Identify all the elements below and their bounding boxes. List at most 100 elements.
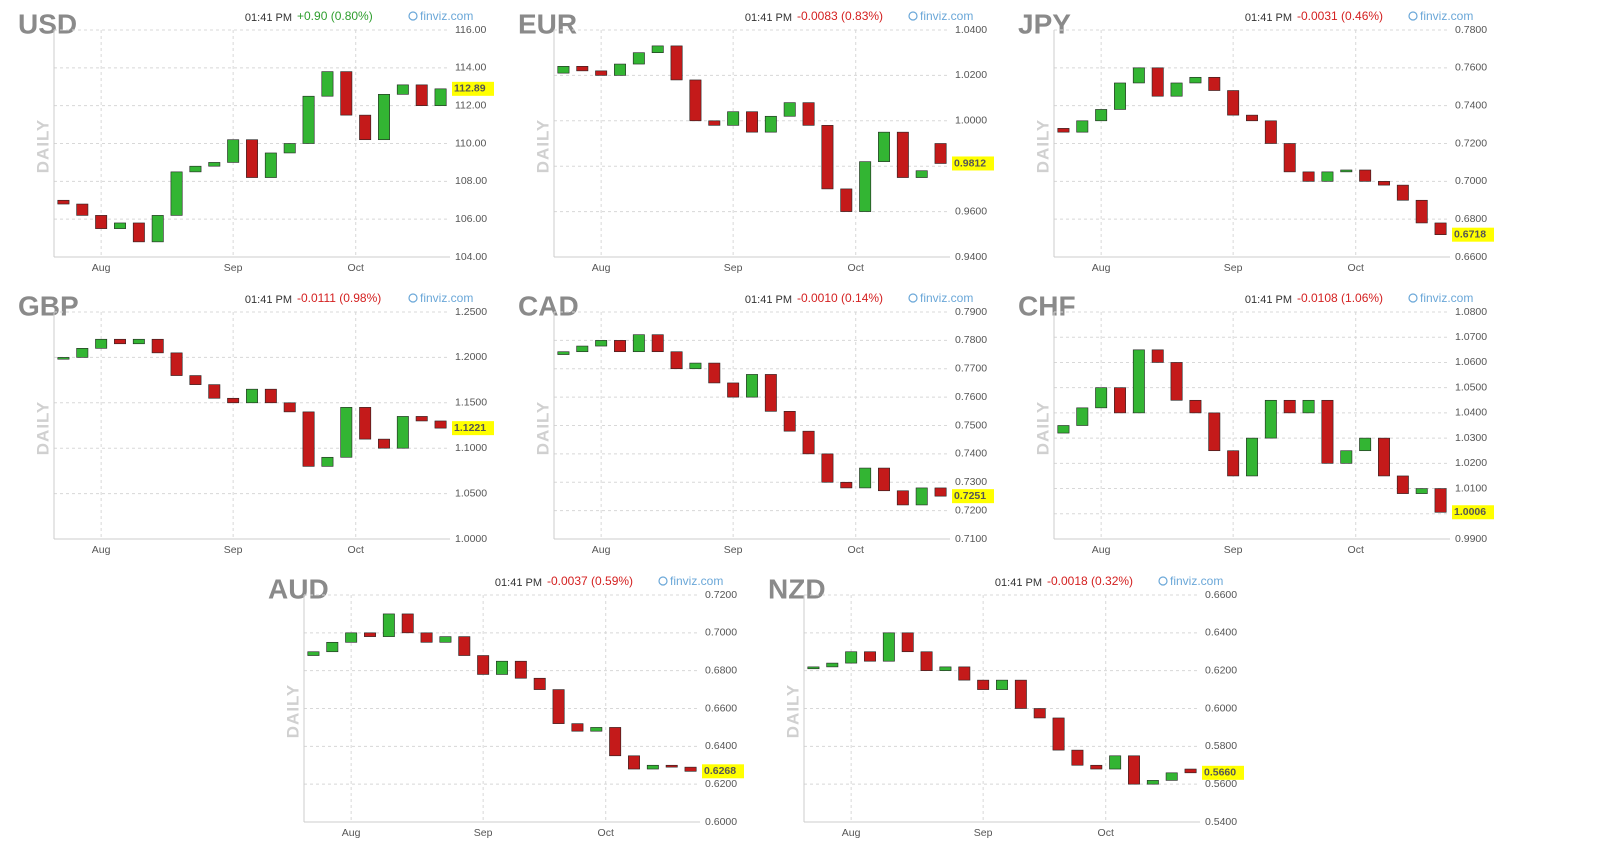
candle-body [283, 402, 296, 413]
candle-body [996, 679, 1008, 690]
chart-title: EUR [518, 8, 577, 39]
candle-body [708, 362, 721, 384]
candle-body [764, 115, 777, 133]
candle-body [1151, 349, 1164, 363]
candle-body [1170, 362, 1183, 401]
x-tick-label: Sep [224, 262, 243, 274]
time-label: 01:41 PM [245, 12, 292, 24]
last-price-label: 0.5660 [1204, 767, 1236, 779]
candle-body [1359, 437, 1372, 452]
candle-body [1264, 399, 1277, 439]
change-label: +0.90 (0.80%) [297, 9, 373, 23]
candle-body [896, 131, 909, 178]
candle-body [628, 755, 640, 770]
chart-title: NZD [768, 573, 826, 604]
last-price-label: 0.6268 [704, 765, 736, 777]
side-label: DAILY [283, 684, 302, 738]
candle-body [1227, 450, 1240, 477]
candle-body [783, 102, 796, 117]
time-label: 01:41 PM [1245, 12, 1292, 24]
candle-body [934, 487, 947, 497]
change-label: -0.0010 (0.14%) [797, 291, 883, 305]
candle-body [821, 125, 834, 190]
candle-body [1189, 76, 1202, 84]
last-price-box [952, 489, 994, 504]
candle-body [1283, 399, 1296, 414]
last-price-label: 0.7251 [954, 490, 986, 502]
candle-body [151, 338, 164, 354]
candle-body [915, 170, 928, 178]
candle-body [1302, 171, 1315, 182]
candle-body [396, 84, 409, 95]
candle-body [1057, 128, 1070, 133]
x-tick-label: Aug [592, 544, 611, 556]
y-tick-label: 1.0400 [1455, 407, 1487, 419]
candle-body [595, 340, 608, 347]
y-tick-label: 0.7600 [1455, 62, 1487, 74]
y-tick-label: 0.7200 [1455, 137, 1487, 149]
candle-body [458, 636, 471, 656]
y-tick-label: 0.6600 [1455, 251, 1487, 263]
y-tick-label: 110.00 [455, 137, 486, 149]
y-tick-label: 1.0700 [1455, 331, 1487, 343]
x-tick-label: Sep [224, 544, 243, 556]
source-link[interactable]: finviz.com [1420, 291, 1473, 305]
last-price-box [1202, 765, 1244, 780]
candle-body [132, 222, 145, 243]
candle-body [1095, 387, 1108, 409]
source-link[interactable]: finviz.com [670, 574, 723, 588]
candle-body [170, 352, 183, 376]
candle-body [1415, 199, 1428, 224]
candle-body [614, 63, 626, 76]
source-link[interactable]: finviz.com [420, 291, 473, 305]
side-label: DAILY [1033, 401, 1052, 455]
candle-body [1170, 82, 1183, 97]
source-icon [908, 11, 918, 21]
source-link[interactable]: finviz.com [420, 9, 473, 23]
y-tick-label: 108.00 [455, 175, 487, 187]
y-tick-label: 0.7800 [1455, 24, 1487, 36]
y-tick-label: 0.7700 [955, 363, 987, 375]
x-tick-label: Aug [92, 544, 111, 556]
candle-body [1396, 184, 1409, 201]
source-link[interactable]: finviz.com [1170, 574, 1223, 588]
candle-body [1189, 399, 1202, 414]
candle-body [340, 71, 353, 116]
candle-body [1246, 114, 1258, 122]
candle-body [189, 165, 202, 173]
candle-body [434, 420, 447, 429]
candle-body [364, 632, 376, 637]
candle-body [396, 416, 409, 449]
candle-body [764, 374, 777, 412]
source-link[interactable]: finviz.com [920, 9, 973, 23]
y-tick-label: 0.9400 [955, 251, 987, 263]
x-tick-label: Oct [848, 544, 864, 556]
candle-body [283, 143, 296, 154]
candle-body [651, 45, 664, 53]
source-link[interactable]: finviz.com [920, 291, 973, 305]
candle-body [1246, 437, 1258, 477]
source-link[interactable]: finviz.com [1420, 9, 1473, 23]
candle-body [670, 45, 683, 81]
last-price-label: 1.1221 [454, 422, 486, 434]
candle-body [321, 71, 334, 97]
y-tick-label: 1.0500 [1455, 381, 1487, 393]
candle-body [307, 651, 320, 656]
last-price-box [702, 764, 744, 779]
candle-body [614, 340, 626, 353]
y-tick-label: 0.7400 [1455, 99, 1487, 111]
candle-body [746, 111, 758, 133]
y-tick-label: 1.1000 [455, 442, 487, 454]
candle-body [651, 334, 664, 353]
candle-body [1264, 120, 1277, 144]
candle-body [689, 362, 702, 370]
candle-body [57, 199, 70, 205]
candle-body [132, 338, 145, 345]
y-tick-label: 0.5600 [1205, 778, 1237, 790]
change-label: -0.0083 (0.83%) [797, 9, 883, 23]
candle-body [1090, 764, 1103, 770]
candle-body [1227, 90, 1240, 116]
source-icon [408, 11, 418, 21]
x-tick-label: Aug [1092, 544, 1111, 556]
